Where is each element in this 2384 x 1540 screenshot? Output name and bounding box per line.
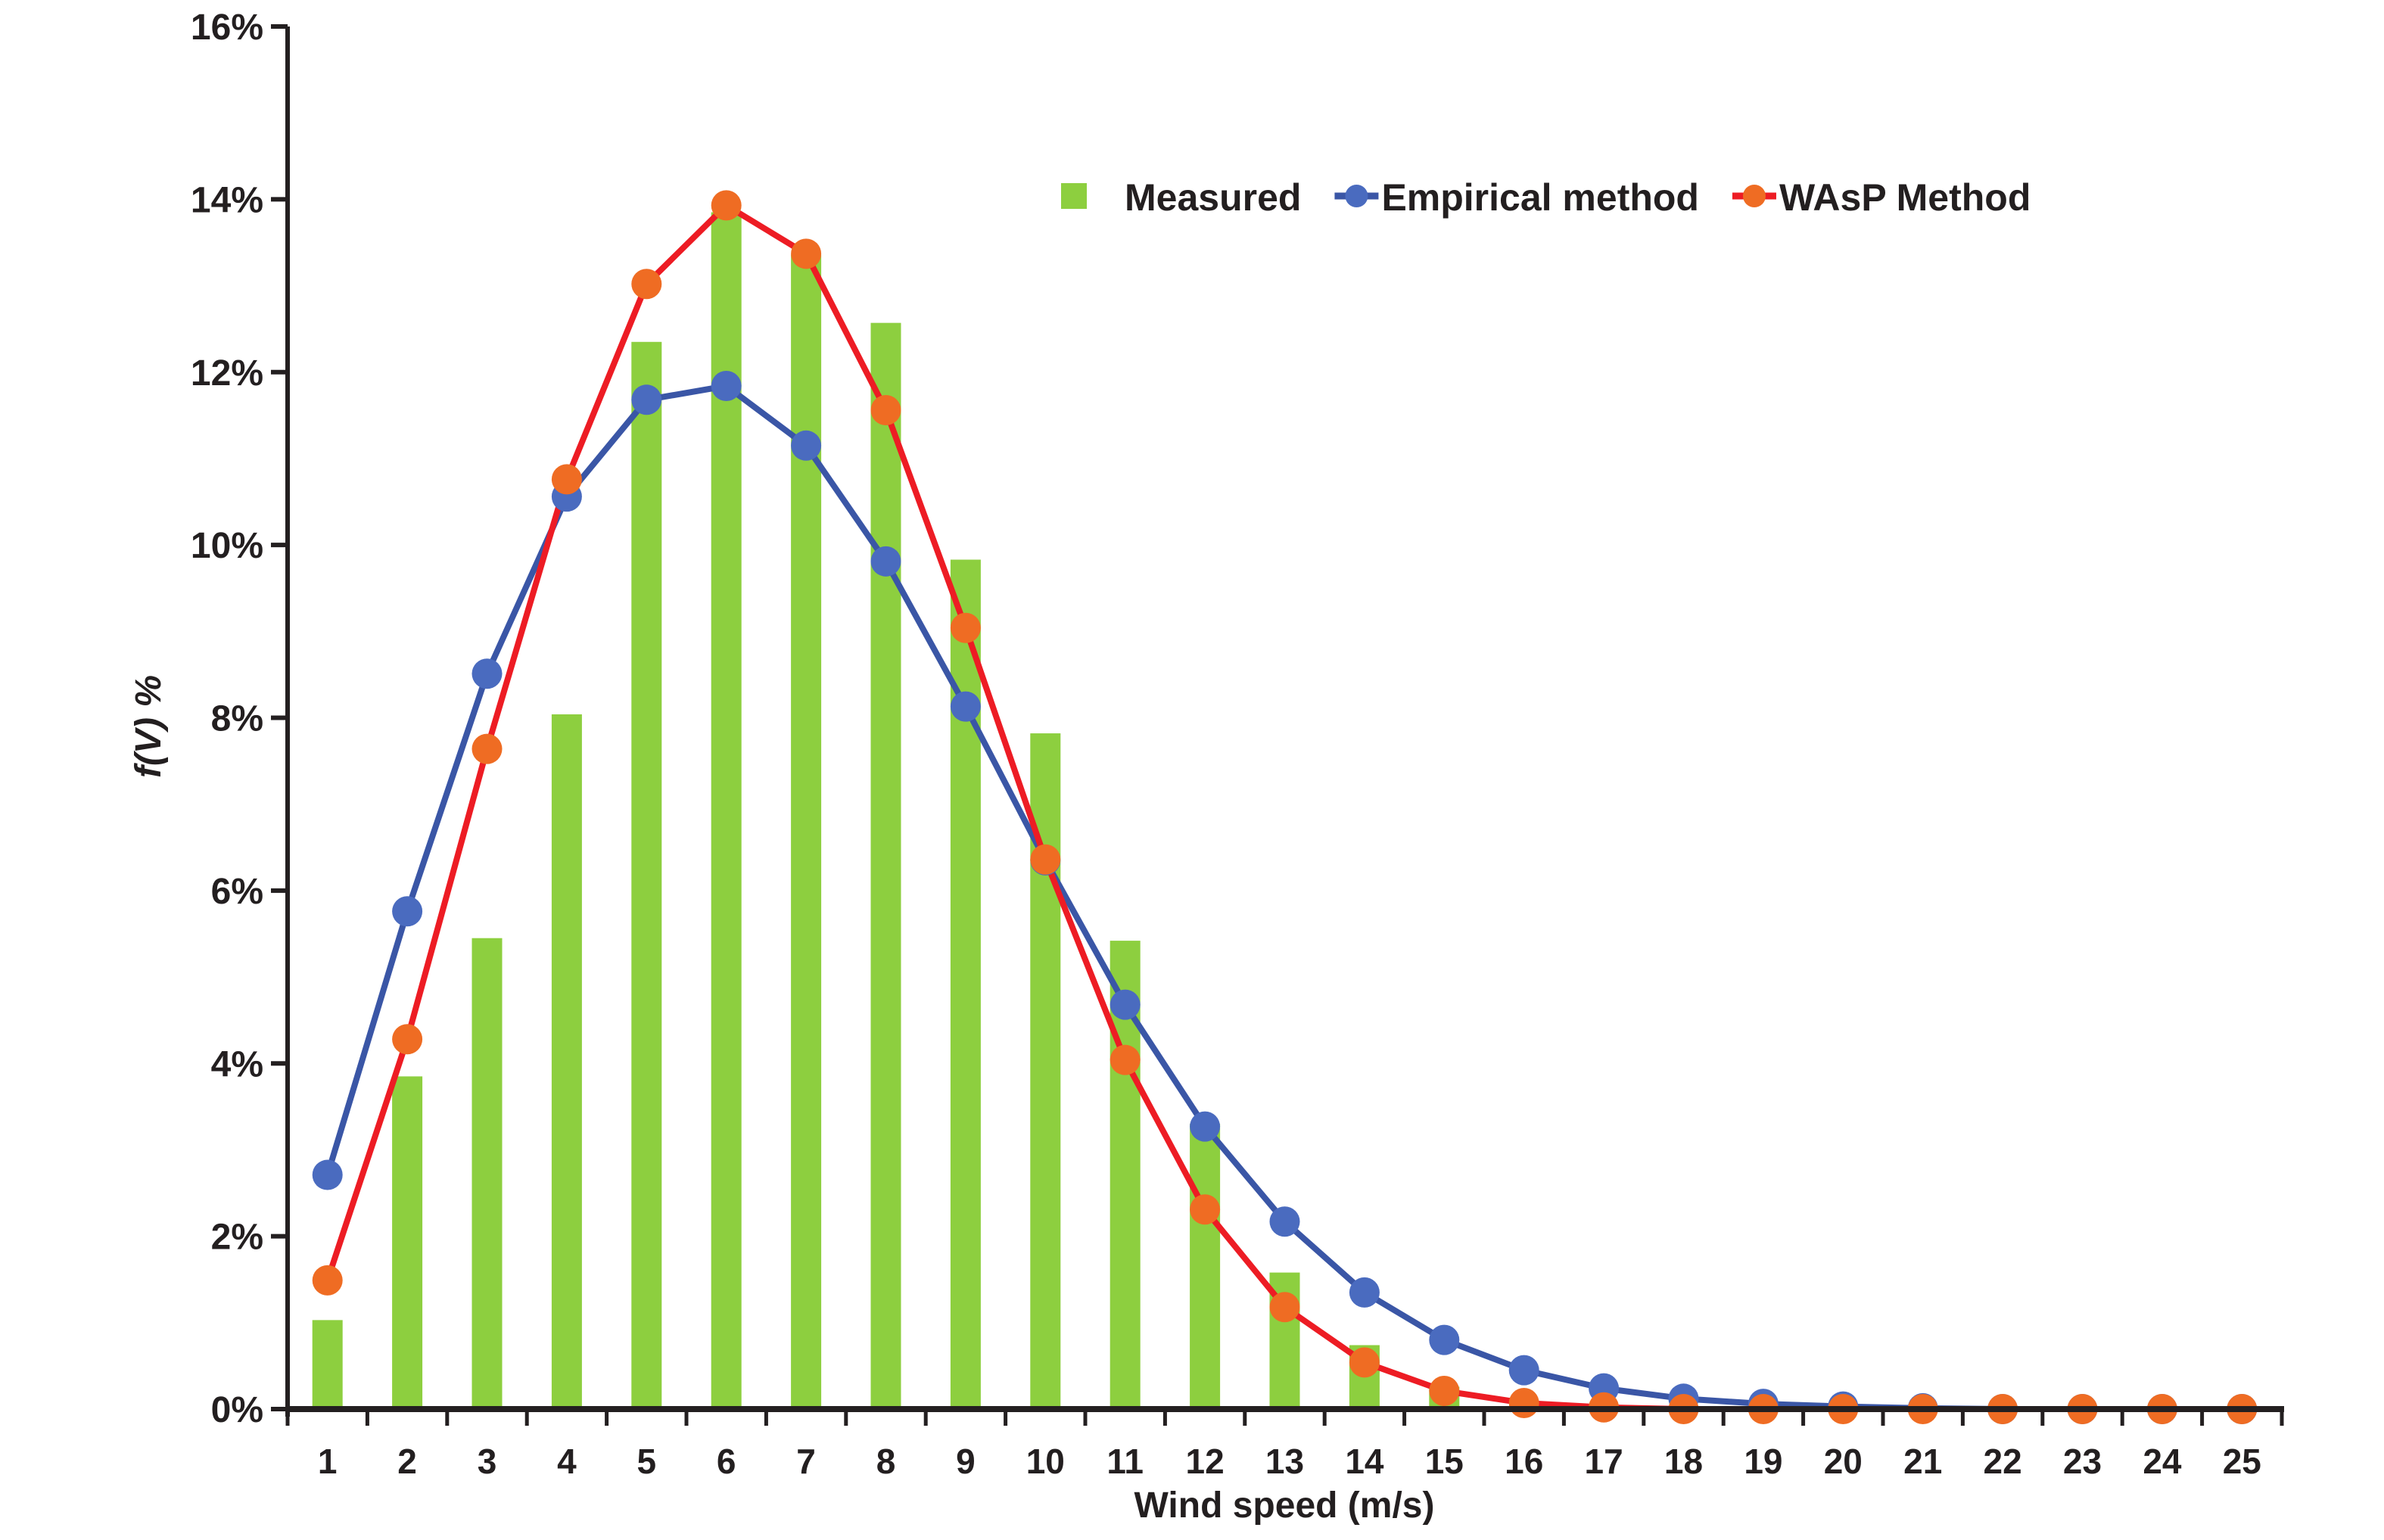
y-tick-label: 8% (211, 699, 263, 739)
legend-item-wasp-method: WAsP Method (1732, 176, 2031, 219)
x-tick-label: 11 (1106, 1442, 1144, 1481)
x-axis-ticks: 1 2 3 4 5 6 7 8 9 10 11 12 13 14 15 16 17 18 19 20 21 22 23 24 2… (285, 1409, 2284, 1481)
x-tick-label: 1 (318, 1442, 338, 1481)
x-tick-label: 25 (2223, 1442, 2261, 1481)
marker-empirical-method-12 (1190, 1111, 1221, 1142)
marker-empirical-method-8 (870, 546, 901, 577)
x-tick-label: 9 (956, 1442, 976, 1481)
marker-empirical-method-14 (1349, 1277, 1380, 1308)
x-tick-label: 20 (1824, 1442, 1863, 1481)
x-tick-label: 16 (1505, 1442, 1543, 1481)
bars-layer (312, 212, 1460, 1410)
x-axis-label: Wind speed (m/s) (1134, 1486, 1435, 1526)
x-tick-label: 21 (1903, 1442, 1942, 1481)
y-tick-label: 6% (211, 872, 263, 912)
x-tick-label: 2 (397, 1442, 417, 1481)
legend-item-empirical-method: Empirical method (1334, 176, 1699, 219)
marker-wasp-method-9 (950, 612, 981, 643)
y-axis-label: f(V) % (129, 675, 169, 778)
marker-wasp-method-11 (1110, 1044, 1141, 1075)
marker-empirical-method-2 (392, 896, 423, 927)
legend-label-measured: Measured (1125, 176, 1301, 219)
y-tick-label: 10% (191, 526, 263, 566)
marker-empirical-method-3 (472, 658, 503, 689)
marker-empirical-method-9 (950, 691, 981, 722)
y-tick-label: 12% (191, 353, 263, 394)
marker-wasp-method-4 (551, 464, 582, 495)
x-tick-label: 15 (1425, 1442, 1464, 1481)
marker-empirical-method-5 (631, 384, 662, 415)
bar-measured-4 (551, 714, 582, 1409)
marker-empirical-method-7 (791, 430, 822, 461)
marker-wasp-method-8 (870, 394, 901, 425)
legend-swatch-measured (1061, 183, 1087, 209)
x-tick-label: 14 (1345, 1442, 1384, 1481)
bar-measured-12 (1190, 1124, 1221, 1409)
x-tick-label: 8 (876, 1442, 896, 1481)
bar-measured-2 (392, 1076, 423, 1409)
marker-empirical-method-6 (711, 371, 742, 402)
y-axis-ticks: 0% 2% 4% 6% 8% 10% 12% 14% 16% (191, 8, 288, 1430)
lines-layer (312, 190, 2258, 1424)
y-tick-label: 16% (191, 8, 263, 48)
marker-empirical-method-11 (1110, 989, 1141, 1020)
y-tick-label: 14% (191, 180, 263, 220)
bar-measured-1 (312, 1320, 343, 1409)
y-tick-label: 4% (211, 1044, 263, 1084)
marker-wasp-method-10 (1030, 844, 1061, 875)
x-tick-label: 10 (1026, 1442, 1065, 1481)
x-tick-label: 7 (796, 1442, 816, 1481)
legend-label-empirical-method: Empirical method (1381, 176, 1699, 219)
marker-wasp-method-2 (392, 1024, 423, 1055)
bar-measured-8 (870, 322, 901, 1410)
axes-layer (285, 26, 2284, 1417)
x-tick-label: 23 (2063, 1442, 2102, 1481)
x-tick-label: 6 (717, 1442, 736, 1481)
y-tick-label: 2% (211, 1218, 263, 1258)
x-tick-label: 3 (478, 1442, 497, 1481)
legend-item-measured: Measured (1061, 176, 1301, 219)
marker-empirical-method-1 (312, 1159, 343, 1190)
legend-label-wasp-method: WAsP Method (1779, 176, 2031, 219)
bar-measured-6 (711, 212, 742, 1409)
bar-measured-5 (631, 341, 662, 1409)
x-tick-label: 4 (557, 1442, 577, 1481)
x-tick-label: 22 (1984, 1442, 2022, 1481)
y-tick-label: 0% (211, 1390, 263, 1430)
marker-empirical-method-15 (1429, 1324, 1460, 1355)
x-tick-label: 18 (1664, 1442, 1703, 1481)
x-tick-label: 17 (1585, 1442, 1623, 1481)
marker-wasp-method-6 (711, 190, 742, 221)
line-empirical-method (324, 383, 2246, 1412)
marker-wasp-method-15 (1429, 1376, 1460, 1407)
marker-wasp-method-16 (1508, 1388, 1539, 1419)
x-tick-label: 5 (637, 1442, 657, 1481)
legend: Measured Empirical method WAsP Method (1061, 176, 2031, 219)
bar-measured-7 (791, 254, 822, 1410)
x-tick-label: 13 (1265, 1442, 1304, 1481)
bar-measured-3 (472, 938, 503, 1409)
marker-wasp-method-14 (1349, 1347, 1380, 1378)
marker-wasp-method-3 (472, 733, 503, 764)
x-tick-label: 19 (1744, 1442, 1782, 1481)
x-tick-label: 24 (2143, 1442, 2182, 1481)
marker-wasp-method-1 (312, 1265, 343, 1296)
marker-empirical-method-16 (1508, 1355, 1539, 1386)
marker-wasp-method-13 (1269, 1292, 1300, 1323)
marker-wasp-method-5 (631, 269, 662, 300)
legend-marker-empirical-method (1345, 185, 1368, 207)
x-tick-label: 12 (1186, 1442, 1225, 1481)
marker-empirical-method-13 (1269, 1206, 1300, 1237)
legend-marker-wasp-method (1742, 185, 1766, 207)
marker-wasp-method-12 (1190, 1194, 1221, 1225)
marker-wasp-method-7 (791, 238, 822, 269)
